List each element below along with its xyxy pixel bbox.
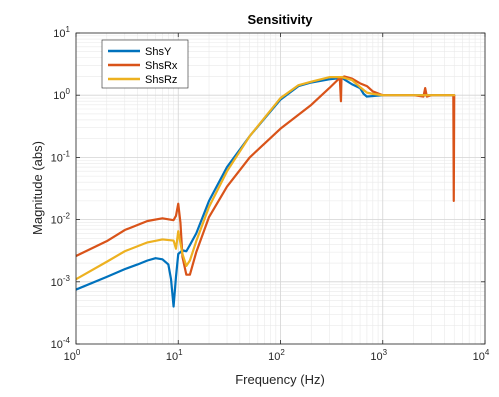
tick-base: 10 [51, 152, 63, 164]
tick-base: 10 [64, 351, 76, 363]
y-tick-label: 100 [53, 87, 70, 102]
tick-base: 10 [51, 215, 63, 227]
tick-exponent: 0 [76, 348, 81, 357]
x-tick-label: 102 [268, 348, 285, 363]
tick-base: 10 [51, 277, 63, 289]
tick-base: 10 [53, 90, 65, 102]
legend-label-shsy: ShsY [145, 46, 172, 58]
legend: ShsY ShsRx ShsRz [101, 39, 189, 89]
series-line-shsrz [76, 76, 456, 281]
legend-label-shsrx: ShsRx [145, 60, 178, 72]
x-tick-label: 100 [64, 348, 81, 363]
tick-base: 10 [370, 351, 382, 363]
y-tick-label: 10-2 [51, 212, 71, 227]
tick-base: 10 [53, 28, 65, 40]
tick-exponent: -3 [63, 274, 71, 283]
tick-exponent: -4 [63, 336, 71, 345]
x-tick-label: 101 [166, 348, 183, 363]
tick-base: 10 [166, 351, 178, 363]
tick-exponent: 1 [178, 348, 183, 357]
y-tick-label: 101 [53, 25, 70, 40]
x-tick-label: 103 [370, 348, 387, 363]
x-tick-labels: 100 101 102 103 104 [64, 348, 490, 363]
tick-exponent: 2 [280, 348, 285, 357]
tick-exponent: 3 [383, 348, 388, 357]
tick-exponent: -2 [63, 212, 71, 221]
series-line-shsy [76, 76, 456, 308]
legend-label-shsrz: ShsRz [145, 74, 177, 86]
y-axis-label: Magnitude (abs) [30, 141, 45, 235]
series-group [76, 75, 456, 308]
chart-title: Sensitivity [247, 12, 313, 27]
x-tick-label: 104 [473, 348, 490, 363]
tick-base: 10 [473, 351, 485, 363]
tick-exponent: 1 [66, 25, 71, 34]
x-axis-label: Frequency (Hz) [235, 372, 325, 387]
tick-exponent: -1 [63, 149, 71, 158]
series-line-shsrx [76, 75, 456, 276]
tick-exponent: 0 [66, 87, 71, 96]
tick-exponent: 4 [485, 348, 490, 357]
y-tick-label: 10-3 [51, 274, 71, 289]
y-tick-label: 10-4 [51, 336, 71, 351]
y-tick-label: 10-1 [51, 149, 71, 164]
tick-base: 10 [51, 339, 63, 351]
axis-ticks [75, 32, 486, 345]
tick-base: 10 [268, 351, 280, 363]
